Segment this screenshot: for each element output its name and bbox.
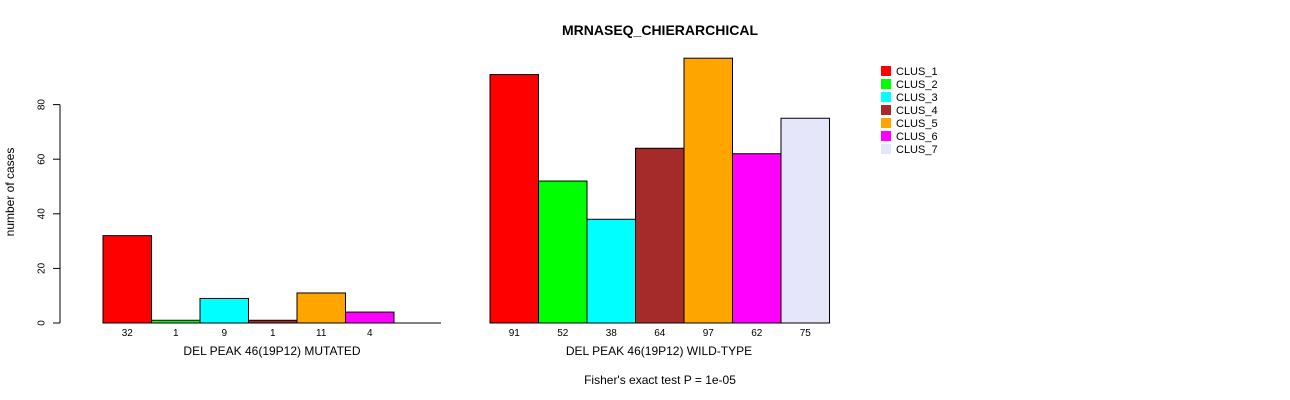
y-tick-label: 0: [37, 320, 48, 326]
bar-value-label: 75: [800, 328, 812, 339]
bar-value-label: 1: [270, 328, 276, 339]
y-tick-label: 40: [37, 208, 48, 220]
bar-clus-7: [780, 117, 830, 324]
chart-title: MRNASEQ_CHIERARCHICAL: [562, 22, 758, 38]
bar-clus-2: [538, 180, 588, 324]
bar-value-label: 97: [703, 328, 715, 339]
y-tick-label: 80: [37, 99, 48, 111]
legend-label: CLUS_2: [896, 79, 938, 91]
legend-label: CLUS_1: [896, 66, 938, 78]
bar-value-label: 64: [654, 328, 666, 339]
bar-value-label: 4: [367, 328, 373, 339]
legend-label: CLUS_4: [896, 105, 938, 117]
bar-clus-2: [151, 319, 201, 324]
panel-mutated: 32 1 9 1 11 4: [102, 235, 441, 339]
bar-clus-6: [345, 311, 395, 324]
legend-label: CLUS_3: [896, 92, 938, 104]
bar-clus-5: [683, 57, 733, 324]
legend-swatch: [881, 92, 891, 102]
bar-clus-5: [296, 292, 346, 324]
bar-clus-3: [199, 297, 249, 324]
legend-swatch: [881, 131, 891, 141]
y-axis-label: number of cases: [3, 148, 17, 237]
panel-wild-type: 91 52 38 64 97 62 75: [489, 57, 830, 339]
x-axis-label-mutated: DEL PEAK 46(19P12) MUTATED: [183, 344, 361, 358]
legend-swatch: [881, 66, 891, 76]
legend: CLUS_1CLUS_2CLUS_3CLUS_4CLUS_5CLUS_6CLUS…: [881, 66, 938, 156]
legend-swatch: [881, 105, 891, 115]
y-axis: 0 20 40 60 80: [37, 99, 61, 326]
fisher-test-footnote: Fisher's exact test P = 1e-05: [584, 373, 736, 387]
legend-swatch: [881, 79, 891, 89]
legend-swatch: [881, 118, 891, 128]
bar-value-label: 9: [221, 328, 227, 339]
x-axis-label-wild-type: DEL PEAK 46(19P12) WILD-TYPE: [566, 344, 752, 358]
legend-swatch: [881, 144, 891, 154]
bar-clus-1: [489, 74, 539, 324]
bar-value-label: 1: [173, 328, 179, 339]
bar-clus-4: [635, 147, 685, 324]
bar-value-label: 38: [606, 328, 618, 339]
bar-clus-6: [732, 153, 782, 324]
bar-value-label: 11: [316, 328, 327, 339]
legend-label: CLUS_6: [896, 131, 938, 143]
bar-value-label: 32: [122, 328, 134, 339]
legend-label: CLUS_5: [896, 118, 938, 130]
y-tick-label: 20: [37, 262, 48, 274]
bar-value-label: 62: [751, 328, 763, 339]
bar-value-label: 91: [509, 328, 521, 339]
bar-value-label: 52: [557, 328, 569, 339]
bar-clus-1: [102, 235, 152, 324]
bar-clus-3: [586, 218, 636, 324]
bar-clus-4: [248, 319, 298, 324]
y-tick-label: 60: [37, 153, 48, 165]
legend-label: CLUS_7: [896, 144, 938, 156]
